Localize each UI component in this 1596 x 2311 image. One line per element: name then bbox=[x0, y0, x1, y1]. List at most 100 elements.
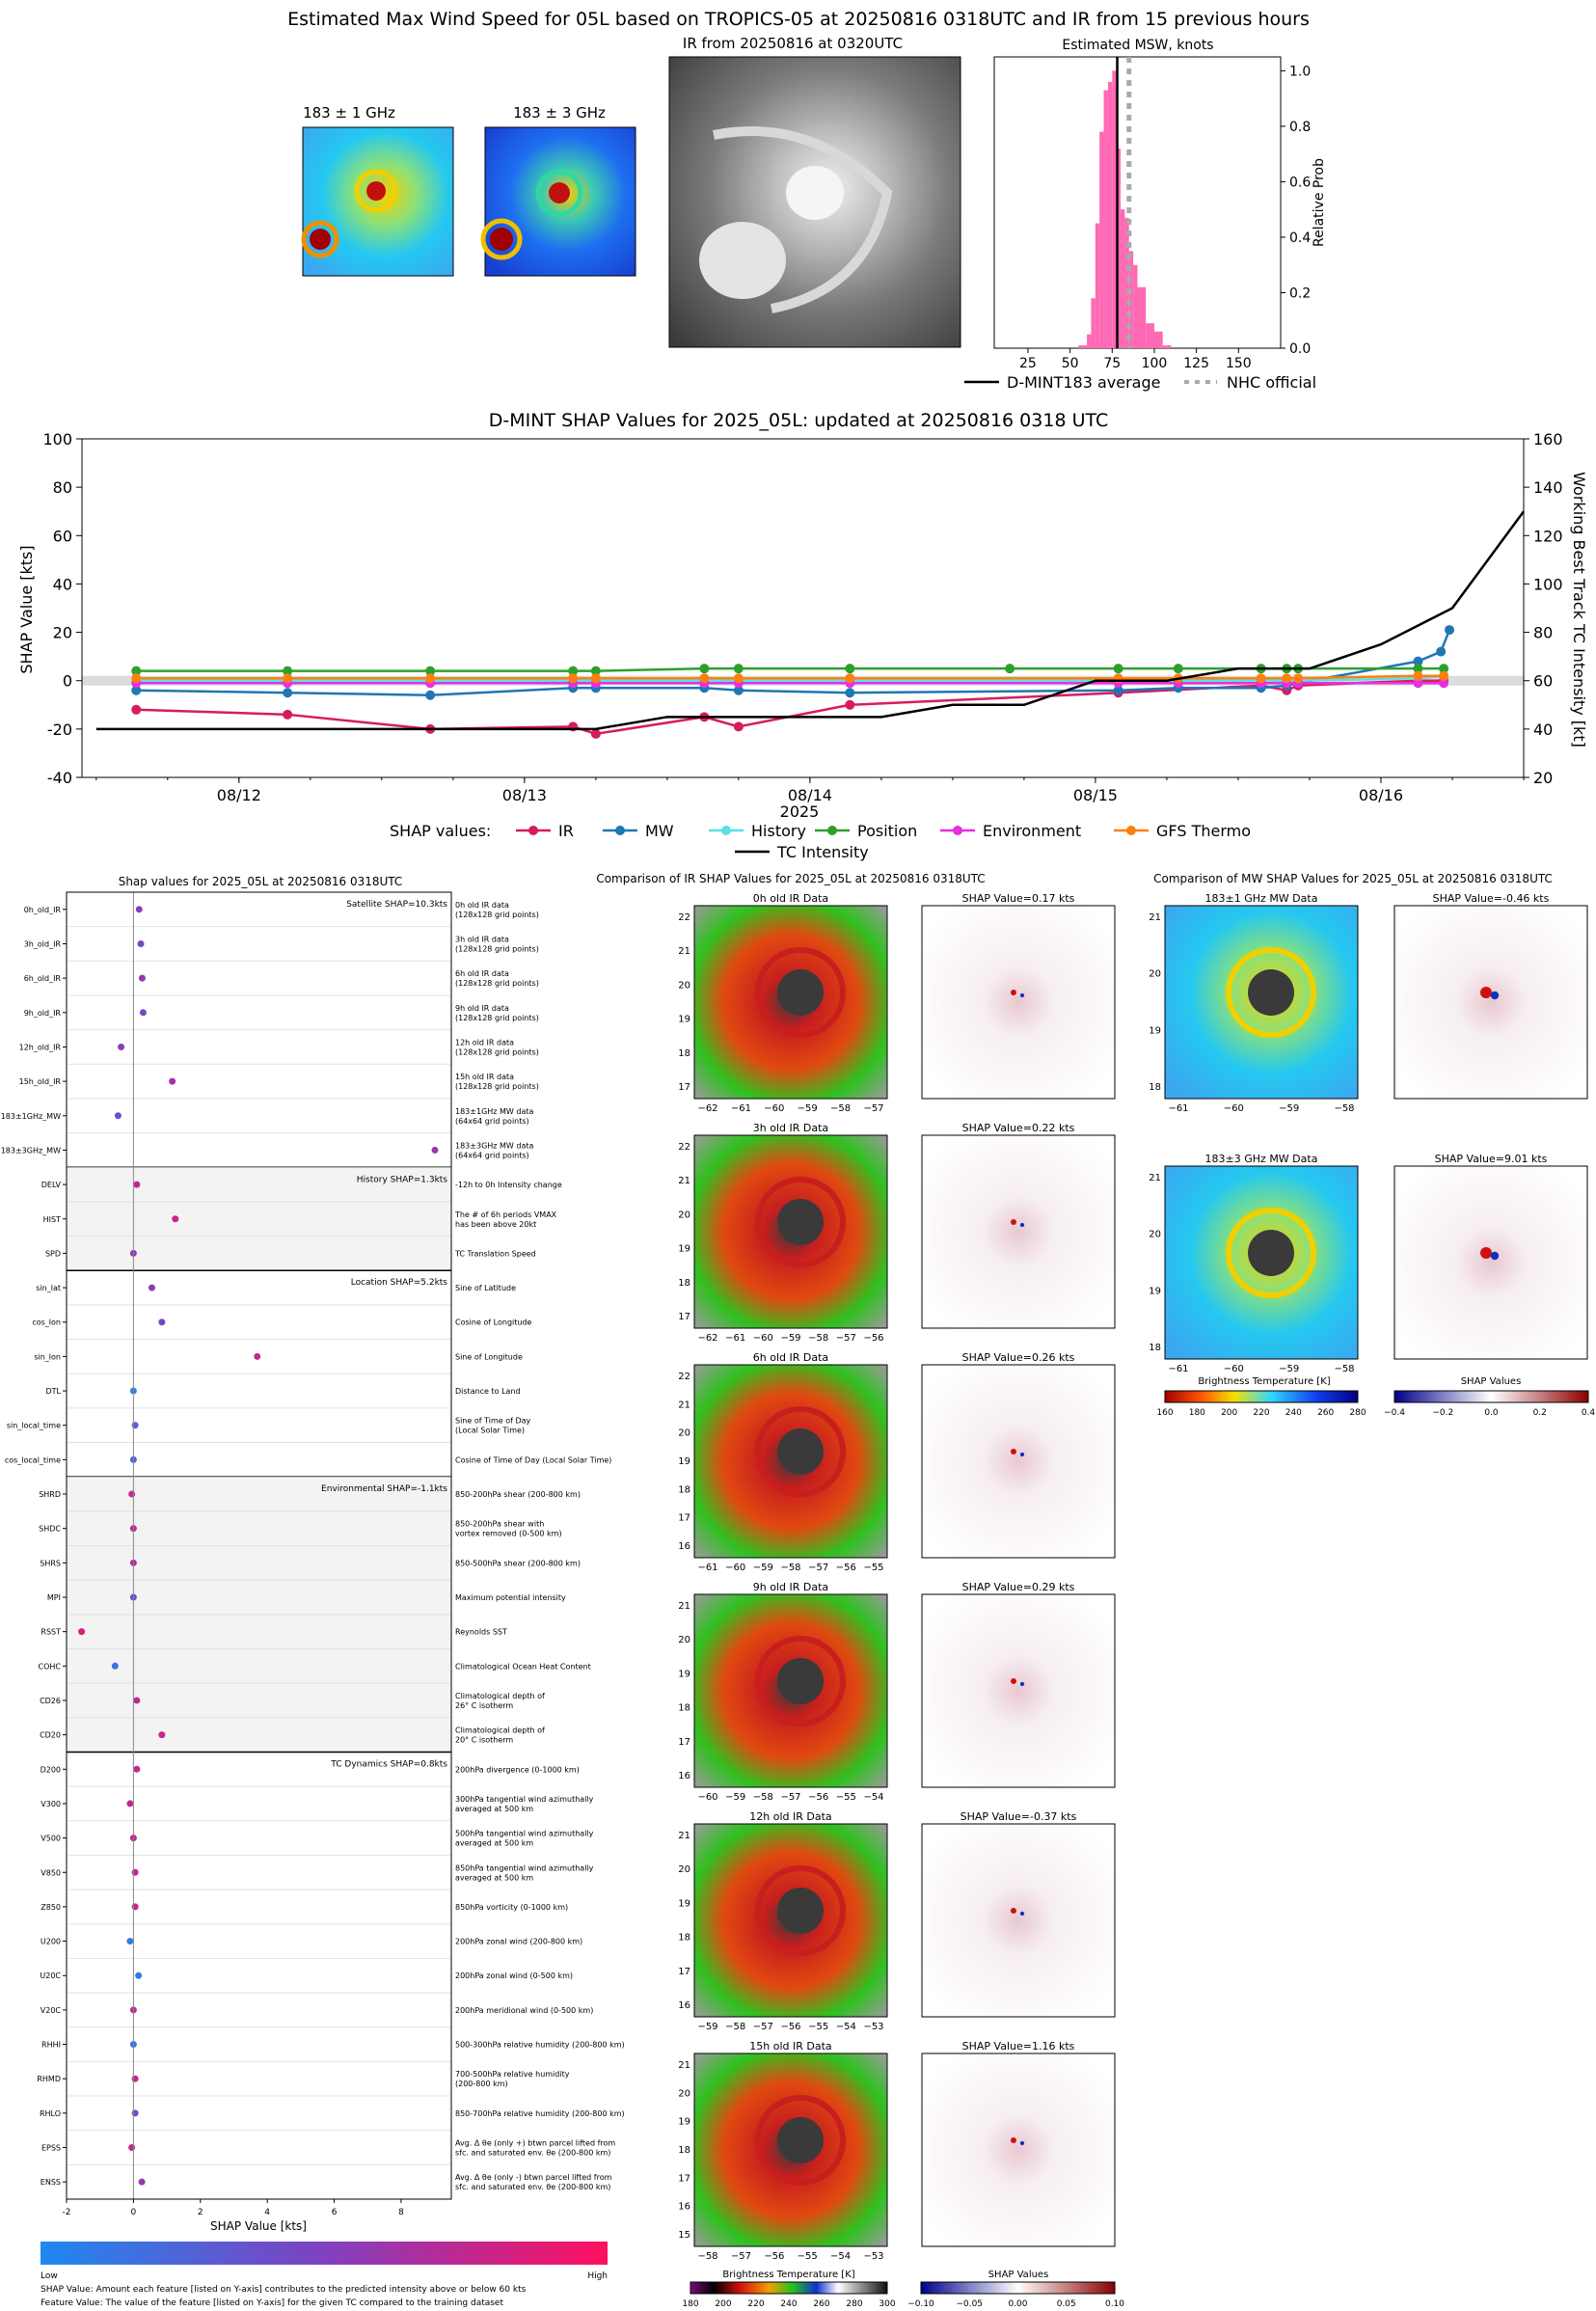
msw-xtick-label: 100 bbox=[1142, 356, 1168, 371]
feature-name: 15h_old_IR bbox=[19, 1077, 62, 1086]
shap-negative bbox=[1019, 992, 1025, 998]
shap-negative bbox=[1019, 1222, 1025, 1228]
shap-value-label: SHAP Value=0.29 kts bbox=[962, 1581, 1075, 1593]
field-ytick: 22 bbox=[678, 1372, 690, 1382]
shap-field bbox=[1393, 905, 1588, 1100]
field-xtick: −60 bbox=[764, 1103, 784, 1114]
legend-marker bbox=[827, 826, 837, 835]
feature-xtick-label: 4 bbox=[264, 2208, 270, 2217]
legend-prefix: SHAP values: bbox=[390, 822, 491, 840]
storm-ring bbox=[755, 1636, 846, 1726]
feature-shap-point bbox=[169, 1077, 176, 1085]
series-point bbox=[283, 709, 293, 720]
ts-ytick-label: 0 bbox=[63, 672, 72, 691]
series-point bbox=[568, 673, 579, 684]
feature-desc: Sine of Longitude bbox=[455, 1352, 523, 1361]
feature-name: 12h_old_IR bbox=[19, 1043, 62, 1051]
field-ytick: 19 bbox=[678, 1669, 690, 1679]
feature-desc: 12h old IR data (128x128 grid points) bbox=[455, 1038, 539, 1056]
series-point bbox=[845, 688, 855, 698]
feature-name: RHMD bbox=[37, 2075, 61, 2083]
ts-ylabel: SHAP Value [kts] bbox=[17, 545, 36, 673]
field-xtick: −53 bbox=[863, 2022, 883, 2032]
field-xtick: −54 bbox=[863, 1792, 883, 1803]
cbar-tick: 0.4 bbox=[1582, 1408, 1596, 1418]
field-ytick: 18 bbox=[678, 1484, 690, 1495]
feature-name: ENSS bbox=[41, 2178, 61, 2187]
tc-intensity-line bbox=[95, 510, 1526, 731]
page-title: Estimated Max Wind Speed for 05L based o… bbox=[287, 9, 1310, 30]
series-point bbox=[845, 673, 855, 684]
cbar-tick: 0.00 bbox=[1008, 2299, 1027, 2309]
storm-core bbox=[777, 1199, 824, 1245]
storm-ring bbox=[755, 1406, 846, 1497]
msw-ytick-label: 0.2 bbox=[1289, 285, 1311, 301]
feature-shap-point bbox=[138, 974, 146, 982]
series-point bbox=[1445, 625, 1455, 636]
feature-shap-chart: Satellite SHAP=10.3kts 0h_old_IR 0h old IR… bbox=[1, 891, 625, 2217]
field-ytick: 21 bbox=[678, 1601, 690, 1612]
feature-desc: Cosine of Longitude bbox=[455, 1319, 532, 1327]
series-point bbox=[1113, 685, 1123, 695]
ts-xtick-label: 08/16 bbox=[1359, 786, 1403, 804]
field-ytick: 17 bbox=[678, 1082, 690, 1093]
row-label: 6h old IR Data bbox=[753, 1351, 828, 1364]
ts-ytick-label: 20 bbox=[53, 624, 72, 642]
feature-shap-point bbox=[128, 2144, 136, 2152]
feature-desc: 3h old IR data (128x128 grid points) bbox=[455, 935, 539, 953]
field-ytick: 15 bbox=[678, 2230, 690, 2241]
shap-positive bbox=[1011, 1908, 1016, 1914]
msw-bar bbox=[1103, 90, 1108, 348]
feature-name: SHDC bbox=[39, 1525, 61, 1534]
cbar-tick: 240 bbox=[780, 2299, 797, 2309]
field-xtick: −60 bbox=[753, 1333, 773, 1344]
storm-core bbox=[777, 1888, 824, 1934]
feature-name: sin_lat bbox=[36, 1284, 61, 1292]
feature-shap-point bbox=[131, 1903, 139, 1911]
field-ytick: 19 bbox=[1149, 1025, 1161, 1036]
cbar-tick: 280 bbox=[846, 2299, 862, 2309]
series-point bbox=[1436, 646, 1447, 657]
msw-legend: D-MINT183 average NHC official bbox=[964, 373, 1316, 392]
field-ytick: 17 bbox=[678, 1737, 690, 1748]
shap-field bbox=[921, 1364, 1116, 1559]
ts-y2label: Working Best Track TC Intensity [kt] bbox=[1570, 472, 1588, 748]
feature-desc: 850-200hPa shear (200-800 km) bbox=[455, 1490, 581, 1499]
field-ytick: 18 bbox=[678, 1278, 690, 1289]
feature-desc: 200hPa zonal wind (200-800 km) bbox=[455, 1938, 582, 1946]
cbar-tick: −0.05 bbox=[956, 2299, 983, 2309]
colorbar-high: High bbox=[587, 2271, 608, 2281]
shap-field bbox=[921, 1134, 1116, 1329]
field-ytick: 22 bbox=[678, 1142, 690, 1153]
msw-bar bbox=[1087, 334, 1092, 348]
cbar-tick: 200 bbox=[1221, 1408, 1237, 1418]
series-point bbox=[131, 673, 142, 684]
shap-negative bbox=[1490, 991, 1500, 1000]
field-xtick: −61 bbox=[1168, 1103, 1188, 1114]
field-xtick: −58 bbox=[1334, 1364, 1354, 1374]
field-ytick: 19 bbox=[1149, 1286, 1161, 1296]
series-point bbox=[1413, 670, 1423, 681]
msw-xtick-label: 125 bbox=[1183, 356, 1209, 371]
storm-core bbox=[1248, 969, 1294, 1016]
feature-desc: 6h old IR data (128x128 grid points) bbox=[455, 969, 539, 988]
legend-label: History bbox=[751, 822, 806, 840]
series-point bbox=[699, 664, 710, 674]
msw-title: Estimated MSW, knots bbox=[1062, 38, 1213, 53]
msw-xtick-label: 150 bbox=[1226, 356, 1252, 371]
feature-name: DELV bbox=[41, 1181, 62, 1189]
shap-field bbox=[1393, 1165, 1588, 1360]
ts-y2tick-label: 80 bbox=[1533, 624, 1553, 642]
feature-shap-point bbox=[133, 1697, 141, 1704]
shap-value-label: SHAP Value=9.01 kts bbox=[1435, 1153, 1548, 1165]
feature-desc: 0h old IR data (128x128 grid points) bbox=[455, 901, 539, 919]
shap-value-label: SHAP Value=-0.37 kts bbox=[960, 1810, 1077, 1823]
feature-desc: 183±3GHz MW data (64x64 grid points) bbox=[455, 1141, 533, 1159]
field-ytick: 16 bbox=[678, 1771, 690, 1781]
feature-desc: The # of 6h periods VMAX has been above 2… bbox=[454, 1210, 557, 1229]
feature-shap-point bbox=[131, 1868, 139, 1876]
ts-ytick-label: 80 bbox=[53, 478, 72, 497]
series-point bbox=[590, 673, 601, 684]
field-ytick: 17 bbox=[678, 1312, 690, 1322]
feature-name: V300 bbox=[41, 1800, 61, 1808]
